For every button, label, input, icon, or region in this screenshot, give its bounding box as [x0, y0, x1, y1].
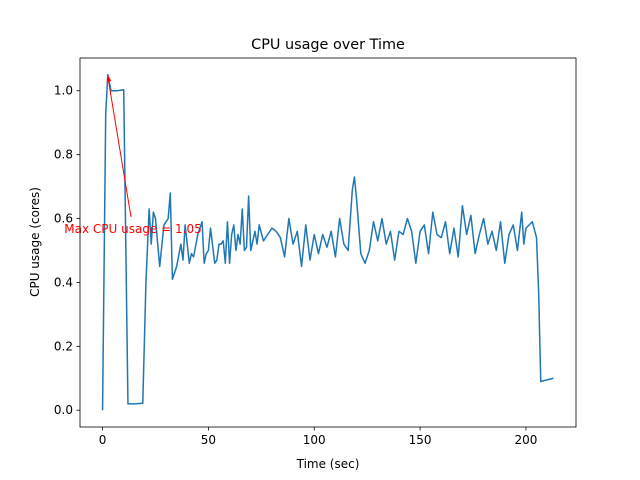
x-tick-label: 100 [303, 433, 326, 447]
annotation-label: Max CPU usage = 1.05 [64, 222, 201, 236]
data-line [101, 74, 554, 411]
y-tick-label: 0.2 [54, 339, 73, 353]
plot-frame [79, 57, 577, 428]
x-tick-label: 150 [409, 433, 432, 447]
annotation-arrow [107, 76, 132, 218]
annotation-arrowhead [106, 74, 112, 82]
chart-title: CPU usage over Time [251, 37, 405, 53]
y-tick-label: 0.4 [54, 275, 73, 289]
x-axis-label: Time (sec) [296, 457, 360, 471]
y-tick-label: 0.6 [54, 212, 73, 226]
y-tick-label: 0.0 [54, 403, 73, 417]
x-tick-label: 200 [514, 433, 537, 447]
x-tick-label: 50 [201, 433, 216, 447]
x-tick-label: 0 [99, 433, 107, 447]
y-axis-label: CPU usage (cores) [28, 187, 42, 297]
y-tick-label: 0.8 [54, 148, 73, 162]
y-tick-label: 1.0 [54, 84, 73, 98]
